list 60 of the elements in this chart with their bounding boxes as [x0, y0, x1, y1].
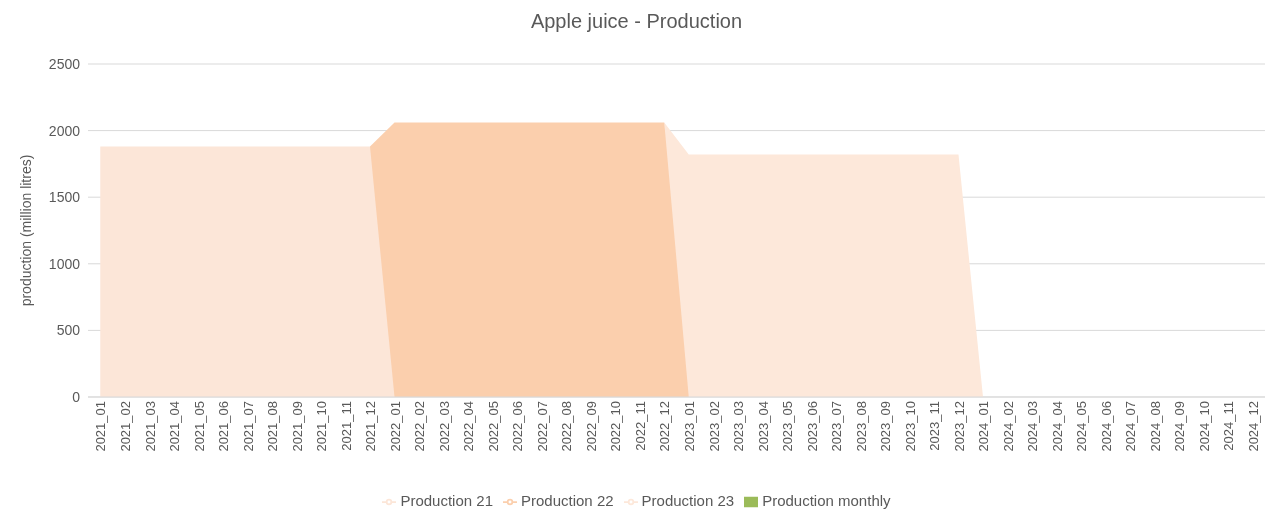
x-tick-label: 2024_10: [1196, 400, 1212, 452]
y-axis-title: production (million litres): [17, 154, 34, 307]
x-tick-label: 2024_12: [1245, 400, 1261, 452]
x-tick-label: 2022_04: [461, 400, 477, 452]
y-tick-label: 2500: [48, 55, 81, 72]
x-tick-label: 2022_11: [632, 400, 648, 451]
x-tick-label: 2024_07: [1123, 400, 1139, 452]
x-tick-label: 2022_01: [387, 400, 403, 452]
x-tick-label: 2022_08: [559, 400, 575, 452]
x-tick-label: 2024_03: [1025, 400, 1041, 452]
x-tick-label: 2023_11: [927, 400, 943, 451]
legend-label: Production 21: [400, 491, 493, 509]
x-tick-label: 2021_02: [118, 400, 134, 452]
x-tick-label: 2021_09: [289, 400, 305, 452]
x-tick-label: 2023_02: [706, 400, 722, 452]
x-tick-label: 2023_04: [755, 400, 771, 452]
x-tick-label: 2024_01: [976, 400, 992, 452]
y-tick-label: 0: [72, 388, 81, 405]
x-tick-label: 2023_09: [878, 400, 894, 452]
legend-label: Production 22: [521, 491, 614, 509]
x-tick-label: 2023_07: [829, 400, 845, 452]
y-tick-label: 1000: [48, 255, 81, 272]
x-tick-label: 2022_10: [608, 400, 624, 452]
x-tick-label: 2021_03: [142, 400, 158, 452]
x-tick-label: 2021_10: [314, 400, 330, 452]
chart-title: Apple juice - Production: [529, 9, 744, 34]
legend-label: Production 23: [641, 491, 735, 509]
x-tick-label: 2023_01: [681, 400, 697, 452]
x-tick-label: 2023_03: [731, 400, 747, 452]
x-tick-label: 2021_08: [265, 400, 281, 452]
x-tick-label: 2021_01: [93, 400, 109, 452]
x-tick-label: 2023_05: [780, 400, 796, 452]
x-tick-label: 2022_07: [534, 400, 550, 452]
x-tick-label: 2022_05: [485, 400, 501, 452]
x-tick-label: 2023_10: [902, 400, 918, 452]
x-tick-label: 2021_07: [240, 400, 256, 452]
x-tick-label: 2024_11: [1221, 400, 1237, 451]
x-tick-label: 2024_04: [1049, 400, 1065, 452]
x-tick-label: 2022_03: [436, 400, 452, 452]
x-tick-label: 2022_09: [583, 400, 599, 452]
x-tick-label: 2024_06: [1098, 400, 1114, 452]
x-tick-label: 2024_02: [1000, 400, 1016, 452]
x-tick-label: 2021_04: [167, 400, 183, 452]
y-tick-label: 2000: [48, 122, 81, 139]
legend-label: Production monthly: [762, 491, 891, 509]
y-tick-label: 1500: [48, 189, 81, 206]
x-tick-label: 2023_08: [853, 400, 869, 452]
x-tick-label: 2021_12: [363, 400, 379, 452]
y-tick-label: 500: [56, 322, 81, 339]
x-tick-label: 2022_02: [412, 400, 428, 452]
x-tick-label: 2023_06: [804, 400, 820, 452]
x-tick-label: 2024_08: [1147, 400, 1163, 452]
x-tick-label: 2022_12: [657, 400, 673, 452]
x-tick-label: 2024_09: [1172, 400, 1188, 452]
x-tick-label: 2022_06: [510, 400, 526, 452]
x-tick-label: 2023_12: [951, 400, 967, 452]
x-tick-label: 2021_05: [191, 400, 207, 452]
x-tick-label: 2024_05: [1074, 400, 1090, 452]
x-tick-label: 2021_11: [338, 400, 354, 451]
x-tick-label: 2021_06: [216, 400, 232, 452]
